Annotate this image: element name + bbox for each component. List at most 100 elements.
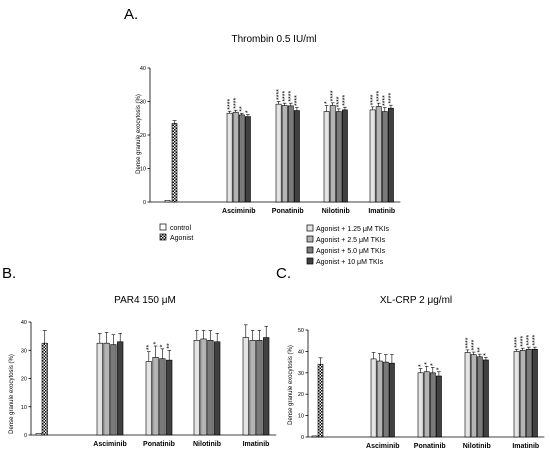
bar-nilotinib-s3 bbox=[482, 359, 489, 438]
significance-label: * bbox=[153, 342, 160, 345]
significance-label: **** bbox=[294, 95, 301, 106]
legend-label-agonist: Agonist bbox=[170, 235, 193, 242]
bar-asciminib-s0 bbox=[226, 112, 233, 203]
significance-label: **** bbox=[233, 98, 240, 109]
significance-label: **** bbox=[336, 96, 343, 107]
bar-asciminib-s1 bbox=[232, 111, 239, 203]
significance-label: * bbox=[245, 110, 252, 113]
significance-label: * bbox=[436, 367, 443, 370]
bar-nilotinib-s2 bbox=[335, 111, 342, 203]
bar-ponatinib-s2 bbox=[429, 372, 436, 438]
bar-ponatinib-s0 bbox=[417, 372, 424, 438]
legend-swatch-tki-1-25 bbox=[306, 224, 314, 232]
significance-label: **** bbox=[471, 339, 478, 350]
y-tick-label: 10 bbox=[140, 167, 146, 173]
legend-swatch-tki-5-0 bbox=[306, 246, 314, 254]
significance-label: **** bbox=[514, 337, 521, 348]
panel-c-ylabel: Dense granule exocytosis (%) bbox=[288, 345, 294, 425]
bar-ponatinib-s2 bbox=[287, 105, 294, 203]
bar-asciminib-s0 bbox=[370, 358, 377, 438]
significance-label: ** bbox=[146, 344, 153, 350]
significance-label: **** bbox=[382, 95, 389, 106]
legend-swatch-agonist bbox=[159, 233, 167, 241]
bar-ponatinib-s0 bbox=[145, 361, 152, 436]
y-tick-label: 40 bbox=[21, 320, 27, 326]
bar-ponatinib-s1 bbox=[423, 371, 430, 438]
panel-c-letter: C. bbox=[276, 265, 291, 282]
y-tick-label: 30 bbox=[140, 100, 146, 106]
significance-label: * bbox=[418, 364, 425, 367]
legend-swatch-tki-10 bbox=[306, 257, 314, 265]
category-label-ponatinib: Ponatinib bbox=[272, 208, 304, 215]
category-label-nilotinib: Nilotinib bbox=[463, 443, 491, 450]
category-label-nilotinib: Nilotinib bbox=[322, 208, 350, 215]
legend-label-tki-2-5: Agonist + 2.5 μM TKIs bbox=[316, 237, 386, 244]
legend-label-tki-5-0: Agonist + 5.0 μM TKIs bbox=[316, 248, 386, 255]
bar-nilotinib-s3 bbox=[214, 341, 221, 436]
significance-label: **** bbox=[342, 95, 349, 106]
significance-label: ** bbox=[239, 106, 246, 112]
panel-b-title: PAR4 150 μM bbox=[114, 295, 176, 306]
panel-a-chart: A. Thrombin 0.5 IU/ml Dense granule exoc… bbox=[124, 6, 401, 215]
significance-label: **** bbox=[276, 89, 283, 100]
bar-asciminib-s2 bbox=[382, 361, 389, 438]
legend: control Agonist Agonist + 1.25 μM TKIs A… bbox=[159, 223, 389, 266]
y-tick-label: 10 bbox=[298, 414, 304, 420]
bar-ponatinib-s0 bbox=[275, 103, 282, 203]
bar-imatinib-s2 bbox=[381, 111, 388, 203]
bar-imatinib-s1 bbox=[375, 106, 382, 203]
bar-asciminib-s3 bbox=[245, 116, 251, 203]
significance-label: **** bbox=[465, 337, 472, 348]
bar-ponatinib-s1 bbox=[281, 105, 288, 203]
bar-imatinib-s2 bbox=[525, 348, 532, 438]
y-tick-label: 40 bbox=[298, 349, 304, 355]
significance-label: **** bbox=[532, 334, 539, 345]
bar-asciminib-s1 bbox=[103, 342, 110, 436]
bar-nilotinib-s1 bbox=[470, 354, 477, 438]
panel-a-ylabel: Dense granule exocytosis (%) bbox=[136, 94, 142, 174]
bar-agonist bbox=[171, 122, 178, 203]
bar-asciminib-s0 bbox=[96, 342, 103, 436]
y-tick-label: 0 bbox=[143, 200, 146, 206]
category-label-imatinib: Imatinib bbox=[243, 441, 270, 448]
bar-ponatinib-s3 bbox=[293, 110, 300, 203]
bar-agonist bbox=[41, 342, 48, 436]
category-label-nilotinib: Nilotinib bbox=[193, 441, 221, 448]
y-tick-label: 0 bbox=[301, 435, 304, 441]
category-label-imatinib: Imatinib bbox=[368, 208, 395, 215]
bar-imatinib-s3 bbox=[263, 337, 270, 436]
bar-nilotinib-s1 bbox=[200, 338, 207, 436]
bar-ponatinib-s1 bbox=[152, 357, 159, 436]
significance-label: **** bbox=[376, 91, 383, 102]
category-label-asciminib: Asciminib bbox=[222, 208, 255, 215]
significance-label: * bbox=[430, 363, 437, 366]
y-tick-label: 50 bbox=[298, 328, 304, 334]
bar-asciminib-s2 bbox=[110, 344, 117, 436]
bar-asciminib-s1 bbox=[376, 360, 383, 438]
bar-imatinib-s1 bbox=[519, 350, 526, 438]
significance-label: **** bbox=[388, 93, 395, 104]
significance-label: **** bbox=[227, 99, 234, 110]
bar-nilotinib-s0 bbox=[193, 340, 200, 436]
bar-imatinib-s3 bbox=[531, 348, 538, 438]
y-tick-label: 20 bbox=[21, 377, 27, 383]
bar-asciminib-s2 bbox=[238, 114, 245, 203]
bar-nilotinib-s2 bbox=[476, 356, 483, 438]
significance-label: **** bbox=[330, 90, 337, 101]
category-label-asciminib: Asciminib bbox=[93, 441, 126, 448]
significance-label: **** bbox=[370, 94, 377, 105]
bar-nilotinib-s0 bbox=[464, 352, 471, 438]
bar-control bbox=[311, 435, 318, 438]
significance-label: ** bbox=[166, 343, 173, 349]
legend-label-tki-1-25: Agonist + 1.25 μM TKIs bbox=[316, 226, 389, 233]
panel-c-title: XL-CRP 2 μg/ml bbox=[380, 295, 452, 306]
bar-ponatinib-s2 bbox=[159, 358, 166, 436]
y-tick-label: 20 bbox=[140, 133, 146, 139]
bar-imatinib-s0 bbox=[242, 337, 249, 436]
bar-asciminib-s3 bbox=[117, 341, 124, 436]
panel-b-ylabel: Dense granule exocytosis (%) bbox=[9, 354, 15, 434]
bar-nilotinib-s1 bbox=[329, 105, 336, 203]
significance-label: **** bbox=[520, 336, 527, 347]
bar-imatinib-s1 bbox=[249, 340, 256, 436]
